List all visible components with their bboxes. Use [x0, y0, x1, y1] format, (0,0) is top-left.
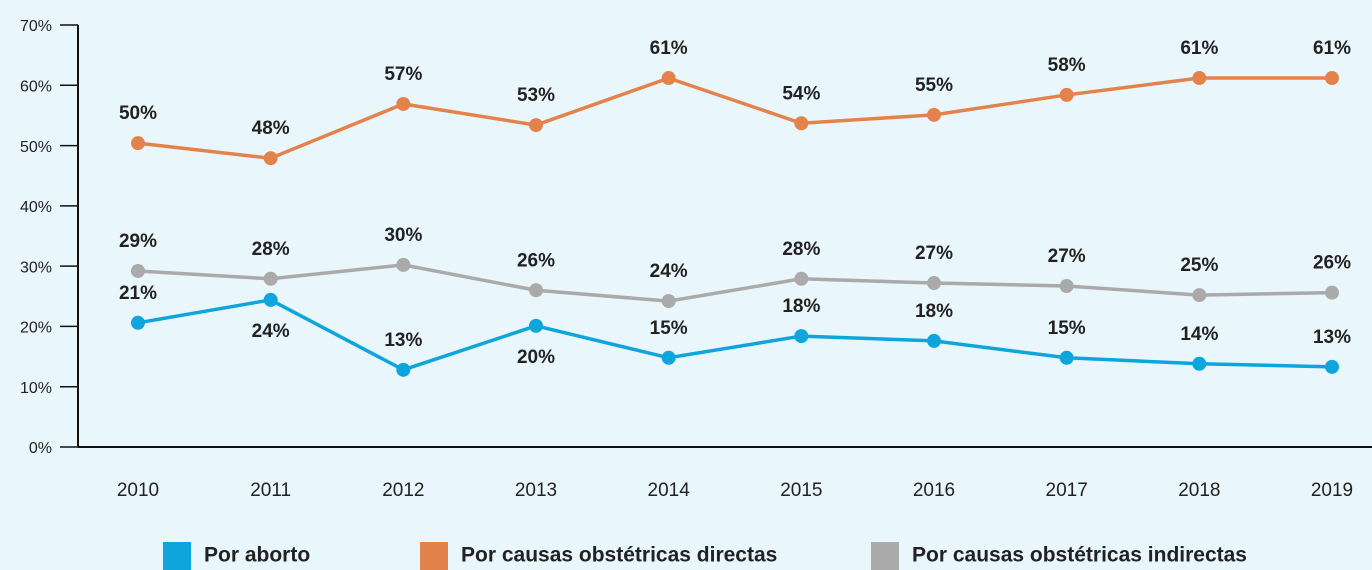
x-tick-label: 2011 [250, 480, 291, 501]
legend-swatch [163, 542, 191, 570]
legend-label: Por causas obstétricas indirectas [912, 544, 1247, 567]
point [131, 263, 145, 278]
y-tick-label: 60% [20, 79, 52, 96]
x-tick-label: 2010 [117, 480, 159, 501]
x-tick-label: 2014 [648, 480, 691, 501]
data-label: 28% [782, 239, 820, 260]
point [1059, 279, 1074, 294]
legend-swatch [871, 542, 899, 570]
point [794, 329, 809, 344]
data-label: 54% [782, 83, 820, 104]
data-label: 27% [1048, 246, 1086, 267]
data-label: 24% [252, 321, 290, 342]
data-label: 53% [517, 85, 555, 106]
data-label: 29% [119, 231, 157, 252]
x-tick-label: 2019 [1311, 480, 1353, 501]
point [529, 283, 543, 298]
point [1059, 350, 1074, 365]
x-tick-label: 2013 [515, 480, 557, 501]
x-tick-label: 2016 [913, 480, 955, 501]
y-tick-label: 10% [20, 380, 52, 397]
series-line [137, 263, 1333, 303]
y-tick-label: 70% [20, 18, 52, 35]
data-label: 15% [1048, 318, 1086, 339]
point [1192, 356, 1207, 371]
point [396, 257, 411, 272]
point [131, 315, 145, 330]
x-tick-label: 2015 [780, 480, 822, 501]
data-label: 55% [915, 75, 953, 96]
point [1325, 285, 1339, 300]
point [1325, 359, 1339, 374]
data-label: 18% [782, 296, 820, 317]
point [1192, 288, 1207, 303]
point [263, 151, 278, 166]
point [131, 136, 145, 151]
data-label: 13% [1313, 327, 1351, 348]
legend-label: Por aborto [204, 544, 310, 567]
point [927, 276, 941, 291]
data-label: 57% [384, 64, 422, 85]
data-label: 61% [1313, 38, 1351, 59]
point [927, 107, 941, 122]
data-label: 26% [1313, 253, 1351, 274]
point [396, 96, 411, 111]
x-tick-label: 2012 [382, 480, 424, 501]
point [661, 71, 676, 86]
legend-swatch [420, 542, 448, 570]
legend-label: Por causas obstétricas directas [461, 544, 777, 567]
data-label: 27% [915, 243, 953, 264]
point [794, 116, 809, 131]
y-tick-label: 0% [29, 440, 52, 457]
data-label: 30% [384, 225, 422, 246]
data-label: 14% [1180, 324, 1218, 345]
point [1192, 71, 1207, 86]
point [529, 318, 543, 333]
y-tick-label: 40% [20, 199, 52, 216]
y-tick-label: 30% [20, 259, 52, 276]
data-label: 28% [252, 239, 290, 260]
point [396, 362, 411, 377]
data-label: 26% [517, 250, 555, 271]
point [794, 271, 809, 286]
point [263, 292, 278, 307]
data-label: 21% [119, 283, 157, 304]
data-label: 13% [384, 330, 422, 351]
x-tick-label: 2017 [1046, 480, 1088, 501]
x-tick-label: 2018 [1178, 480, 1220, 501]
data-label: 48% [252, 118, 290, 139]
point [661, 294, 676, 309]
point [263, 271, 278, 286]
data-label: 25% [1180, 255, 1218, 276]
y-tick-label: 20% [20, 320, 52, 337]
series-line [137, 298, 1333, 372]
data-label: 61% [1180, 38, 1218, 59]
point [927, 333, 941, 348]
series-line [137, 76, 1332, 161]
data-label: 15% [650, 318, 688, 339]
data-label: 18% [915, 301, 953, 322]
point [1325, 71, 1339, 86]
data-label: 61% [650, 38, 688, 59]
data-label: 58% [1048, 55, 1086, 76]
point [661, 350, 676, 365]
data-label: 24% [650, 261, 688, 282]
y-tick-label: 50% [20, 139, 52, 156]
data-label: 50% [119, 103, 157, 124]
point [1059, 87, 1074, 102]
point [529, 118, 543, 133]
data-label: 20% [517, 347, 555, 368]
